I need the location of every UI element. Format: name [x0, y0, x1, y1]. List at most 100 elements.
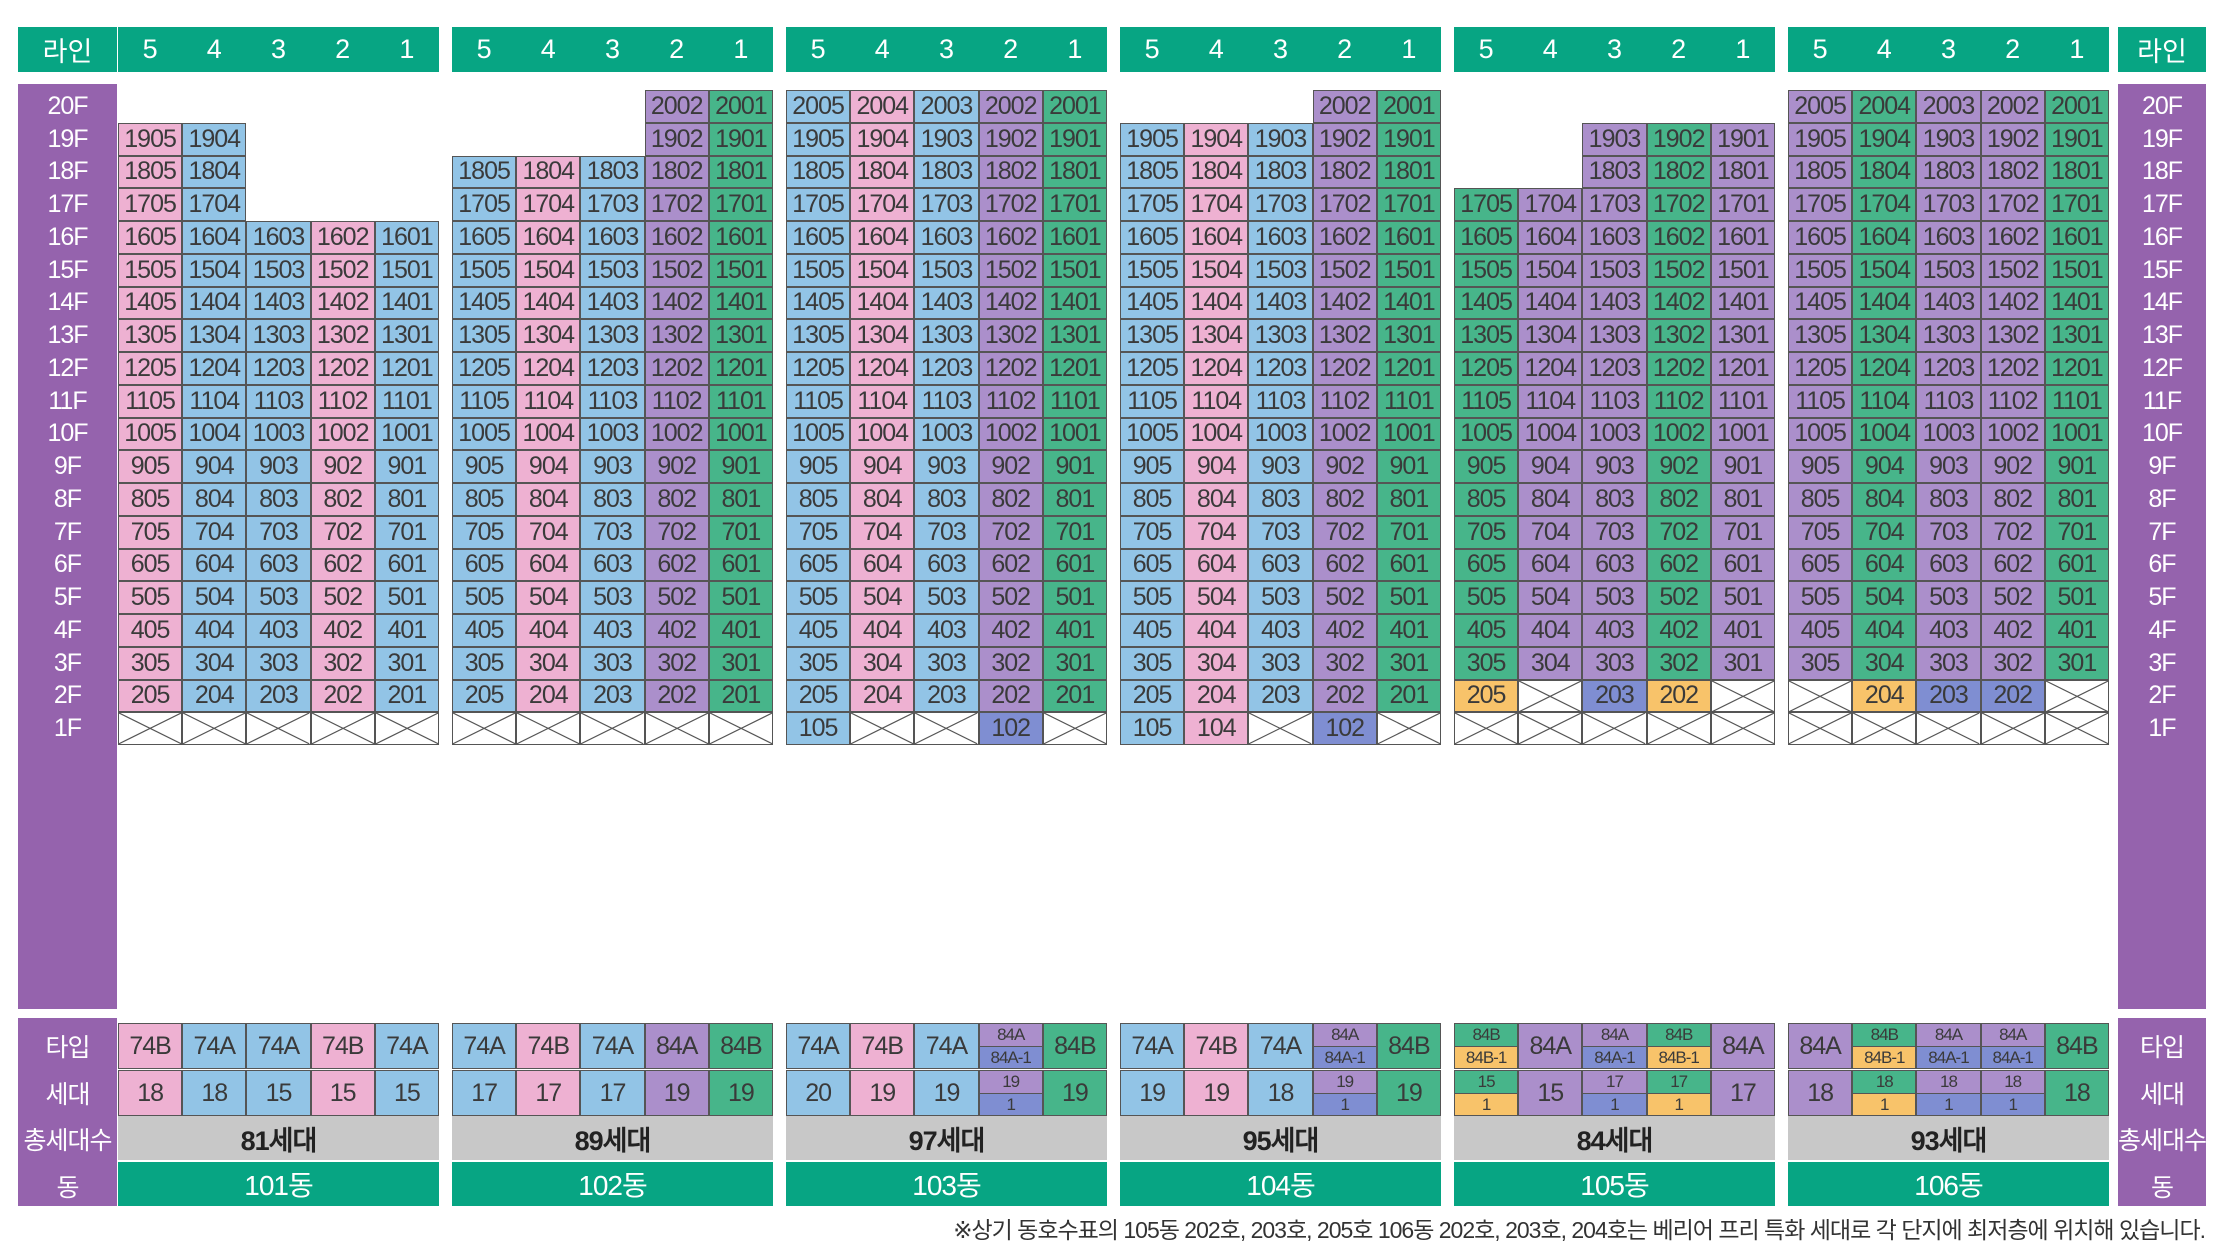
unit-cell[interactable]: 1005: [1788, 417, 1853, 451]
unit-cell[interactable]: 904: [1184, 450, 1249, 483]
unit-cell[interactable]: 704: [1184, 515, 1249, 549]
unit-cell[interactable]: 1004: [1852, 417, 1917, 451]
unit-cell[interactable]: 605: [1120, 548, 1185, 582]
unit-cell[interactable]: 1105: [1454, 384, 1519, 418]
building-name[interactable]: 106동: [1788, 1162, 2109, 1206]
unit-cell[interactable]: 402: [1646, 614, 1711, 647]
unit-cell[interactable]: 1204: [182, 352, 247, 385]
building-name[interactable]: 104동: [1120, 1162, 1441, 1206]
unit-cell[interactable]: 1304: [1518, 319, 1583, 352]
unit-cell[interactable]: 1803: [914, 155, 979, 189]
unit-cell[interactable]: 703: [246, 515, 311, 549]
unit-cell[interactable]: 403: [580, 614, 645, 647]
unit-cell[interactable]: 1702: [1980, 188, 2045, 221]
unit-cell[interactable]: 205: [1120, 679, 1185, 713]
unit-cell[interactable]: 501: [1710, 581, 1775, 614]
unit-cell[interactable]: 204: [182, 679, 247, 713]
unit-cell[interactable]: 1103: [914, 384, 979, 418]
unit-cell[interactable]: 301: [2044, 646, 2109, 680]
unit-cell[interactable]: 901: [1042, 450, 1107, 483]
unit-cell[interactable]: 1805: [118, 155, 183, 189]
unit-cell[interactable]: 501: [708, 581, 773, 614]
unit-cell[interactable]: 304: [850, 646, 915, 680]
unit-cell[interactable]: 1805: [1120, 155, 1185, 189]
unit-cell[interactable]: 504: [516, 581, 581, 614]
unit-cell[interactable]: 703: [580, 515, 645, 549]
unit-cell[interactable]: 402: [978, 614, 1043, 647]
unit-cell[interactable]: 1804: [850, 155, 915, 189]
unit-cell[interactable]: 305: [1788, 646, 1853, 680]
unit-cell[interactable]: 1405: [786, 286, 851, 320]
unit-cell[interactable]: 401: [1042, 614, 1107, 647]
unit-cell[interactable]: 903: [914, 450, 979, 483]
unit-cell[interactable]: 404: [516, 614, 581, 647]
unit-cell[interactable]: 205: [452, 679, 517, 713]
unit-cell[interactable]: 701: [374, 515, 439, 549]
unit-cell[interactable]: 605: [452, 548, 517, 582]
unit-cell[interactable]: 1703: [1916, 188, 1981, 221]
unit-cell[interactable]: 602: [310, 548, 375, 582]
unit-cell[interactable]: 1504: [1852, 253, 1917, 287]
unit-cell[interactable]: 1602: [1980, 221, 2045, 254]
unit-cell[interactable]: 504: [182, 581, 247, 614]
unit-cell[interactable]: 1003: [580, 417, 645, 451]
unit-cell[interactable]: 901: [708, 450, 773, 483]
unit-cell[interactable]: 304: [516, 646, 581, 680]
unit-cell[interactable]: 1905: [1788, 122, 1853, 156]
unit-cell[interactable]: 201: [1042, 679, 1107, 713]
unit-cell[interactable]: 504: [850, 581, 915, 614]
unit-cell[interactable]: 604: [1852, 548, 1917, 582]
unit-cell[interactable]: 803: [580, 483, 645, 516]
unit-cell[interactable]: 1403: [1916, 286, 1981, 320]
unit-cell[interactable]: 1904: [850, 122, 915, 156]
unit-cell[interactable]: 1602: [644, 221, 709, 254]
unit-cell[interactable]: 905: [1120, 450, 1185, 483]
unit-cell[interactable]: 2002: [1980, 90, 2045, 123]
unit-cell[interactable]: 1704: [182, 188, 247, 221]
unit-cell[interactable]: 201: [708, 679, 773, 713]
building-name[interactable]: 103동: [786, 1162, 1107, 1206]
unit-cell[interactable]: 301: [708, 646, 773, 680]
unit-cell[interactable]: 1205: [786, 352, 851, 385]
unit-cell[interactable]: 601: [2044, 548, 2109, 582]
unit-cell[interactable]: 1702: [1312, 188, 1377, 221]
unit-cell[interactable]: 804: [1518, 483, 1583, 516]
unit-cell[interactable]: 805: [118, 483, 183, 516]
unit-cell[interactable]: 1101: [1710, 384, 1775, 418]
unit-cell[interactable]: 1003: [1248, 417, 1313, 451]
unit-cell[interactable]: 904: [1852, 450, 1917, 483]
unit-cell[interactable]: 1605: [1454, 221, 1519, 254]
unit-cell[interactable]: 501: [1042, 581, 1107, 614]
unit-cell[interactable]: 1501: [1376, 253, 1441, 287]
unit-cell[interactable]: 902: [1980, 450, 2045, 483]
unit-cell[interactable]: 305: [786, 646, 851, 680]
unit-cell[interactable]: 705: [1454, 515, 1519, 549]
unit-cell[interactable]: 1701: [708, 188, 773, 221]
unit-cell[interactable]: 1504: [850, 253, 915, 287]
unit-cell[interactable]: 1902: [1646, 122, 1711, 156]
unit-cell[interactable]: 1604: [1184, 221, 1249, 254]
unit-cell[interactable]: 302: [1980, 646, 2045, 680]
unit-cell[interactable]: 602: [978, 548, 1043, 582]
unit-cell[interactable]: 601: [374, 548, 439, 582]
unit-cell[interactable]: 502: [644, 581, 709, 614]
unit-cell[interactable]: 501: [2044, 581, 2109, 614]
unit-cell[interactable]: 1403: [580, 286, 645, 320]
unit-cell[interactable]: 1304: [1852, 319, 1917, 352]
unit-cell[interactable]: 903: [1248, 450, 1313, 483]
unit-cell[interactable]: 1802: [644, 155, 709, 189]
unit-cell[interactable]: 1404: [182, 286, 247, 320]
unit-cell[interactable]: 1503: [1582, 253, 1647, 287]
unit-cell[interactable]: 1102: [1312, 384, 1377, 418]
unit-cell[interactable]: 1105: [1788, 384, 1853, 418]
unit-cell[interactable]: 703: [1248, 515, 1313, 549]
unit-cell[interactable]: 405: [118, 614, 183, 647]
unit-cell[interactable]: 802: [1980, 483, 2045, 516]
unit-cell[interactable]: 1705: [118, 188, 183, 221]
unit-cell[interactable]: 505: [1788, 581, 1853, 614]
unit-cell[interactable]: 1501: [1042, 253, 1107, 287]
unit-cell[interactable]: 1604: [1518, 221, 1583, 254]
unit-cell[interactable]: 502: [1980, 581, 2045, 614]
unit-cell[interactable]: 1003: [246, 417, 311, 451]
unit-cell[interactable]: 1901: [1376, 122, 1441, 156]
